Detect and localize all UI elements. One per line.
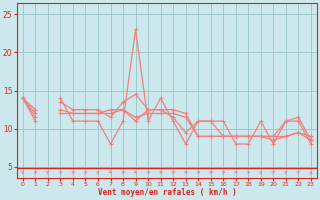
X-axis label: Vent moyen/en rafales ( km/h ): Vent moyen/en rafales ( km/h ) (98, 188, 236, 197)
